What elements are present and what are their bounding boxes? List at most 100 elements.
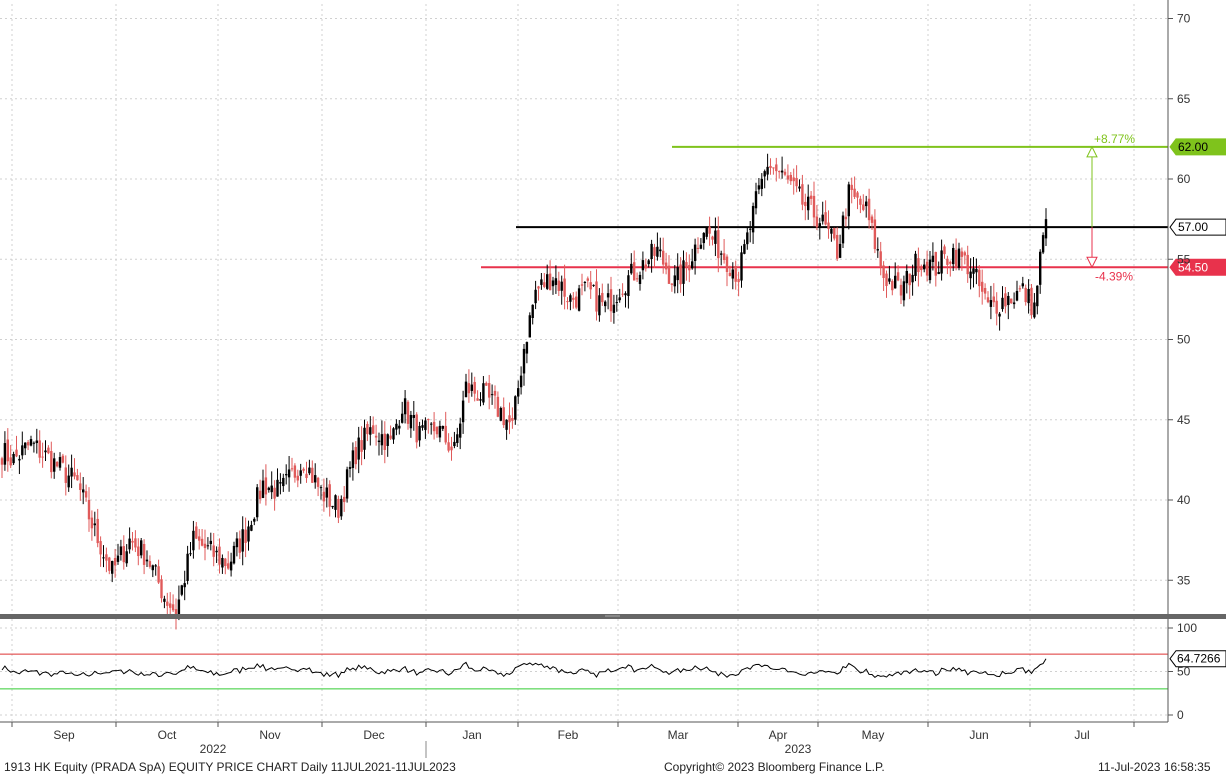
candle-body — [763, 171, 766, 177]
candle-body — [32, 442, 36, 444]
candle-body — [415, 414, 418, 443]
candle-body — [844, 216, 848, 220]
candle-body — [1012, 302, 1016, 305]
price-tag — [1169, 258, 1226, 276]
candle-body — [328, 484, 331, 507]
candle-body — [479, 399, 482, 401]
candle-body — [235, 538, 239, 548]
candle-body — [490, 394, 494, 396]
candle-body — [345, 469, 349, 499]
candle-body — [6, 439, 9, 462]
candle-body — [563, 278, 566, 297]
candle-body — [122, 546, 125, 563]
candle-body — [711, 236, 714, 240]
candle-body — [502, 407, 505, 426]
candle-body — [386, 434, 389, 446]
candle-body — [282, 477, 285, 487]
candle-body — [24, 442, 27, 449]
candle-body — [598, 295, 601, 316]
candle-body — [493, 390, 497, 396]
candle-body — [1001, 297, 1004, 310]
candle-body — [659, 249, 662, 252]
candle-body — [708, 226, 711, 234]
candle-body — [113, 557, 117, 566]
price-tag — [1169, 218, 1226, 236]
candle-body — [198, 536, 201, 541]
candle-body — [789, 174, 792, 182]
candle-body — [896, 272, 900, 281]
candle-body — [389, 435, 392, 439]
candle-body — [145, 559, 149, 562]
candle-body — [444, 425, 447, 443]
candle-body — [459, 423, 462, 438]
candle-body — [340, 498, 343, 517]
candle-body — [601, 292, 604, 303]
candle-body — [859, 198, 862, 205]
candle-body — [757, 185, 761, 190]
candle-body — [302, 468, 305, 471]
candle-body — [96, 518, 99, 544]
candle-body — [316, 477, 320, 487]
candle-body — [894, 275, 897, 289]
candle-body — [140, 540, 143, 556]
candle-body — [766, 166, 769, 175]
upside-change-label: +8.77% — [1094, 132, 1135, 146]
candle-body — [775, 164, 778, 172]
candle-body — [853, 188, 856, 197]
x-tick-label: Mar — [668, 728, 689, 742]
candle-body — [192, 530, 195, 551]
candle-body — [293, 465, 297, 478]
candle-body — [682, 260, 685, 284]
candle-body — [334, 495, 337, 510]
candle-body — [29, 439, 33, 446]
candle-body — [189, 553, 192, 555]
candle-body — [609, 289, 613, 312]
candle-body — [531, 304, 534, 318]
candle-body — [163, 598, 166, 602]
candle-body — [119, 546, 123, 556]
candle-body — [47, 447, 50, 454]
candle-body — [1010, 298, 1013, 304]
candle-body — [15, 449, 18, 457]
downside-change-label: -4.39% — [1095, 269, 1133, 283]
candle-body — [354, 446, 357, 465]
candle-body — [621, 293, 624, 295]
candle-body — [467, 383, 471, 394]
candle-body — [392, 428, 395, 440]
candle-body — [61, 455, 65, 463]
candle-body — [203, 543, 207, 549]
candle-body — [780, 170, 784, 173]
candle-body — [867, 198, 871, 221]
candle-body — [99, 541, 102, 555]
x-tick-label: Feb — [558, 728, 579, 742]
candle-body — [0, 458, 4, 465]
candle-body — [882, 265, 885, 278]
candle-body — [267, 487, 270, 491]
candle-body — [920, 267, 923, 271]
candle-body — [812, 195, 816, 218]
candle-body — [1024, 287, 1027, 303]
candle-body — [3, 443, 7, 465]
candle-body — [931, 255, 935, 262]
candle-body — [850, 184, 853, 191]
candle-body — [87, 499, 91, 520]
candle-body — [522, 348, 526, 374]
candle-body — [981, 281, 984, 292]
candle-body — [612, 304, 616, 313]
candle-body — [801, 184, 804, 205]
candle-body — [946, 258, 949, 265]
candle-body — [595, 281, 598, 312]
candle-body — [664, 262, 668, 270]
candle-body — [331, 505, 334, 508]
candle-body — [508, 415, 511, 423]
candle-body — [740, 252, 743, 281]
candle-body — [714, 230, 717, 244]
candle-body — [1033, 302, 1036, 318]
candle-body — [401, 413, 404, 423]
candle-body — [638, 274, 642, 284]
candle-body — [743, 244, 746, 254]
candle-body — [247, 526, 250, 542]
downside-arrowhead — [1086, 256, 1098, 269]
candle-body — [540, 279, 543, 285]
candle-body — [64, 467, 67, 483]
